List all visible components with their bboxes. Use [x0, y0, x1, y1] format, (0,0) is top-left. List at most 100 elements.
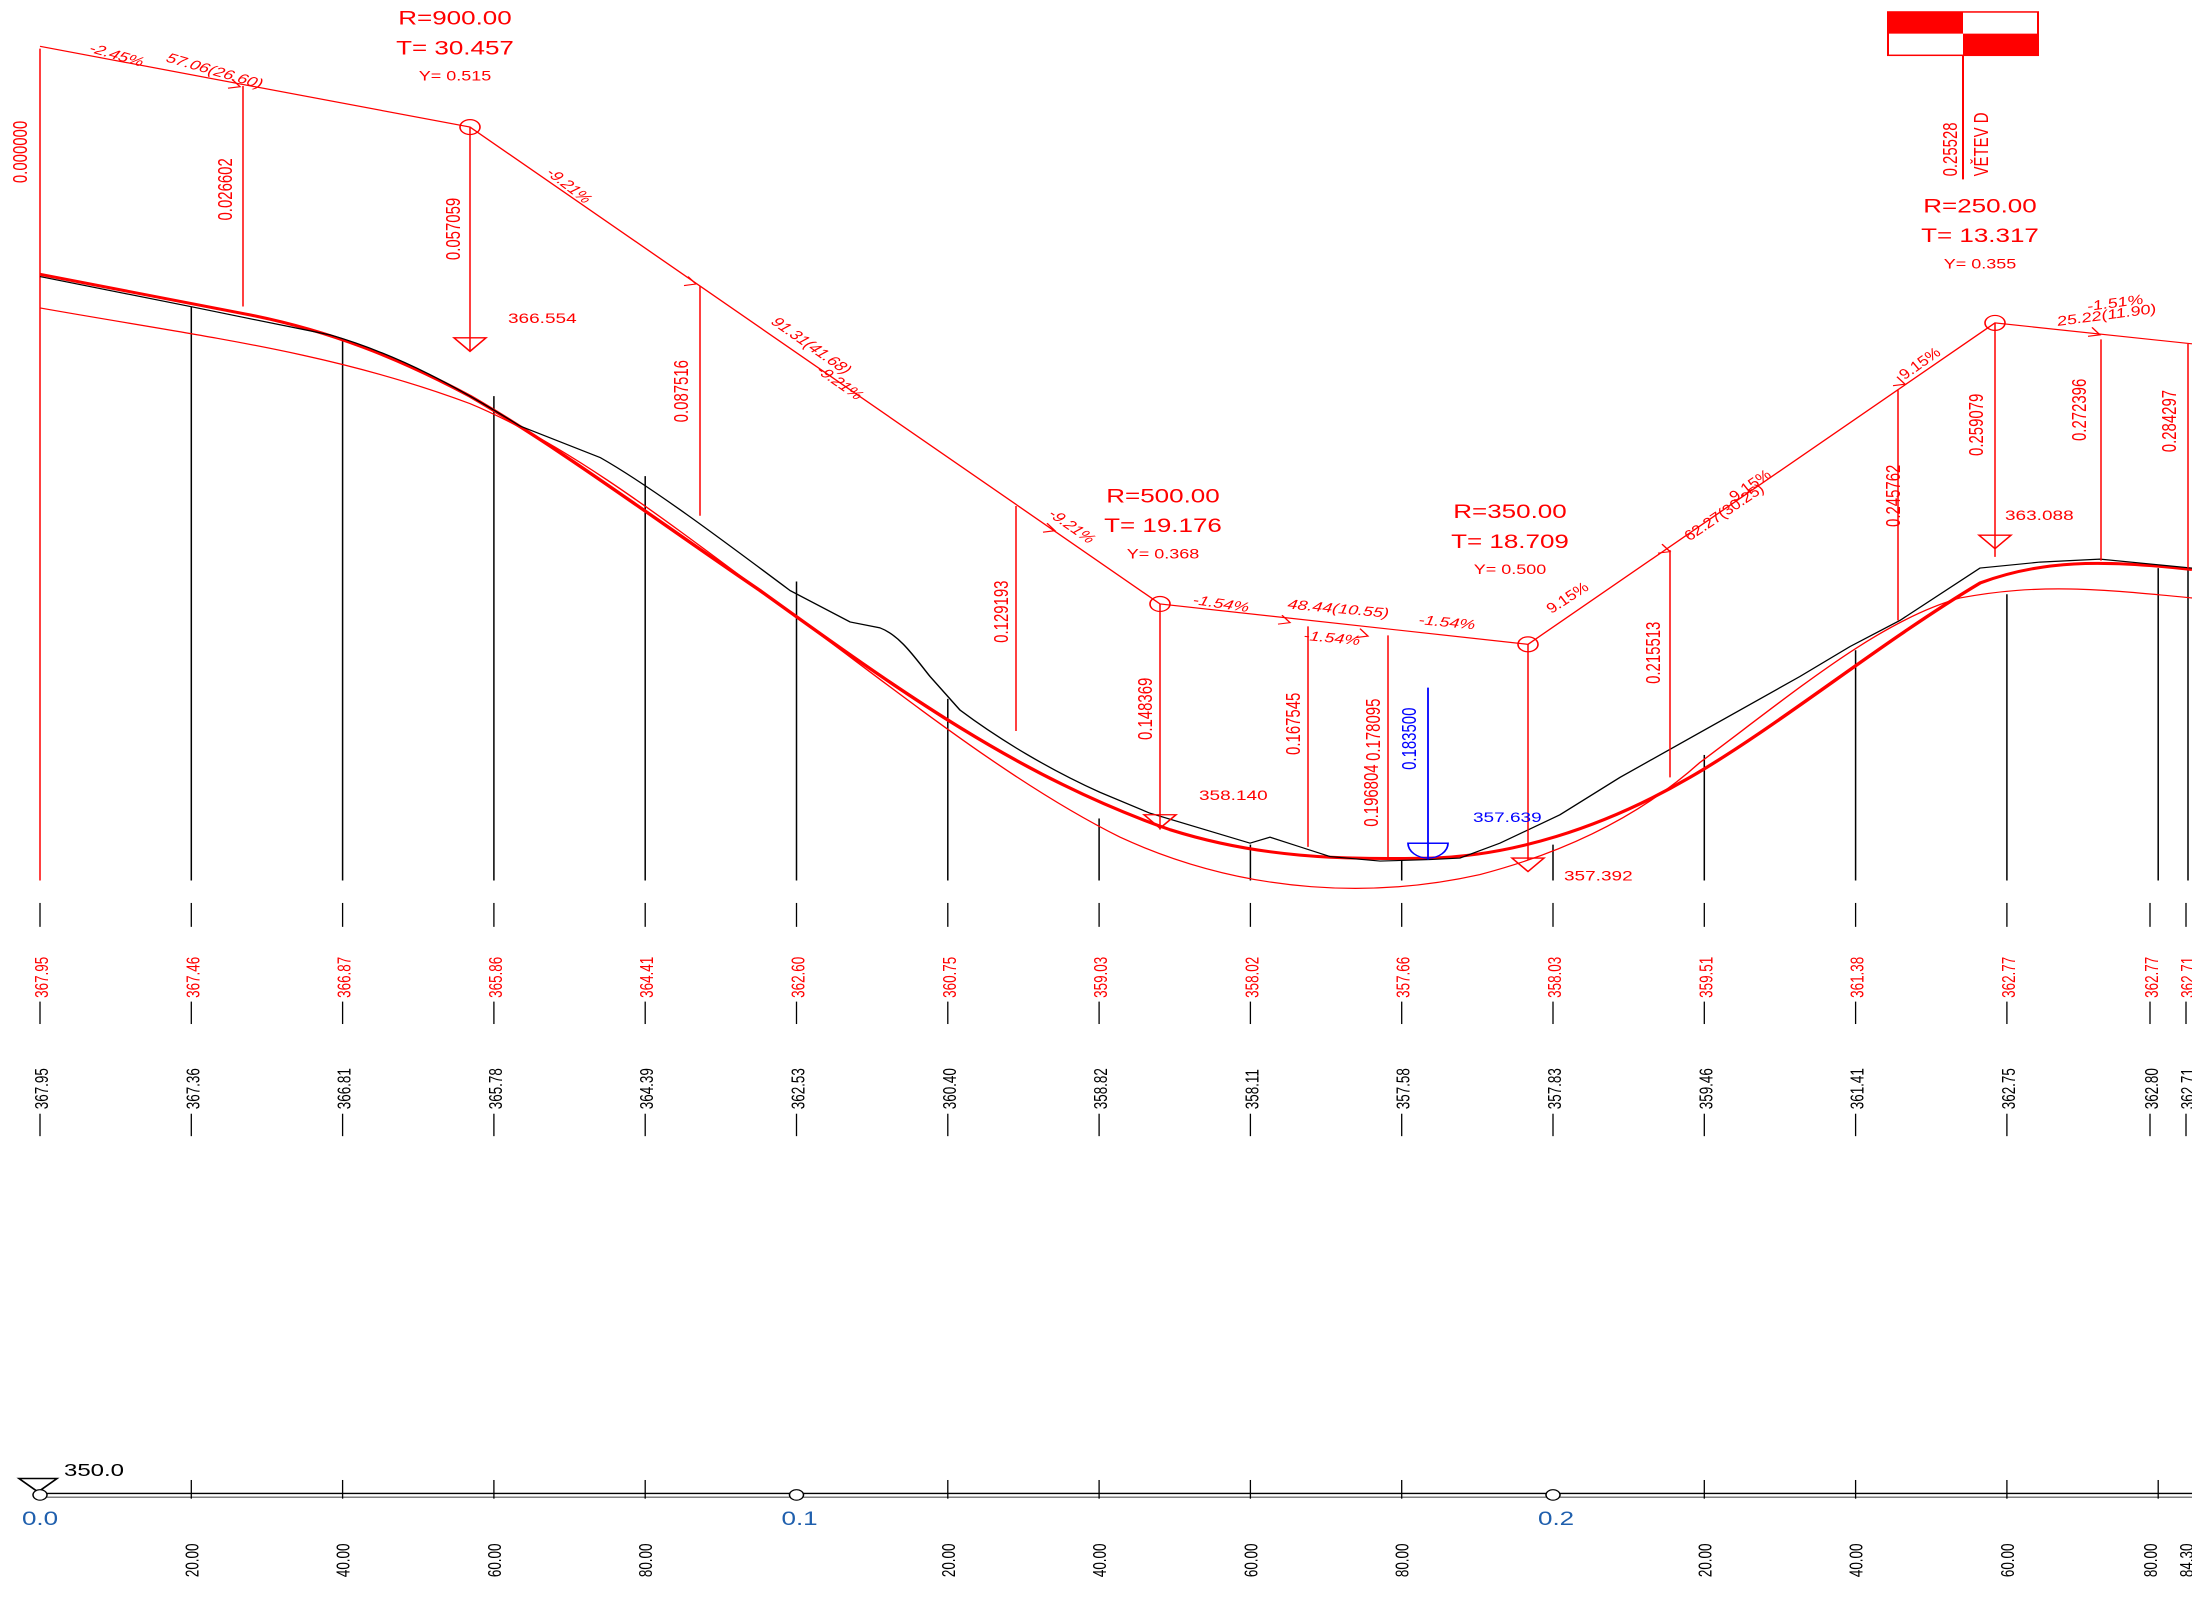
direction-arrow-icon	[1355, 628, 1370, 639]
chainage-value: 0.148369	[1134, 678, 1157, 740]
km-label: 0.0	[22, 1507, 58, 1529]
datum-marker: 350.0	[16, 1461, 124, 1493]
chainage-value: 0.284297	[2158, 390, 2181, 452]
chainage-value: 0.087516	[670, 360, 693, 422]
curve-radius: R=900.00	[398, 7, 511, 29]
branch-flag: 0.25528 VĚTEV D	[1887, 11, 2039, 180]
chainage-value: 0.196804	[1360, 764, 1383, 826]
terrain-elevation: 366.81	[336, 1068, 355, 1109]
curve-ordinate: Y= 0.355	[1944, 257, 2017, 271]
curve-tangent: T= 30.457	[396, 37, 514, 59]
chainage-value: 0.215513	[1642, 621, 1665, 683]
curve-radius: R=500.00	[1106, 485, 1219, 507]
design-elevation: 364.41	[638, 957, 657, 998]
chainage-value: 0.129193	[990, 580, 1013, 642]
datum-label: 350.0	[64, 1461, 124, 1480]
terrain-elevation: 359.46	[1698, 1068, 1717, 1109]
grade-ordinate-lines	[242, 85, 2189, 860]
direction-arrow-icon	[1277, 614, 1292, 625]
elevation-value-blue: 357.639	[1473, 810, 1542, 826]
vertex-elevation-triangle-icon	[1509, 857, 1547, 873]
station-label: 40.00	[1848, 1543, 1867, 1577]
flag-cell-top-left	[1888, 11, 1963, 34]
flag-cell-bottom-right	[1963, 33, 2038, 56]
station-label: 40.00	[1091, 1543, 1110, 1577]
terrain-elevation: 362.71	[2179, 1068, 2192, 1109]
km-marker-icon	[32, 1489, 48, 1501]
direction-arrow-icon	[2087, 327, 2102, 337]
curve-tangent: T= 13.317	[1921, 224, 2039, 246]
design-elevation: 359.51	[1698, 957, 1717, 998]
design-elevation: 367.46	[185, 957, 204, 998]
terrain-elevation: 365.78	[487, 1068, 506, 1109]
stationing-axis: 0.0 0.1 0.2 20.00 40.00 60.00 80.00 20.00 40.00 6…	[22, 1479, 2192, 1577]
terrain-elevation: 362.53	[790, 1068, 809, 1109]
terrain-elevation: 358.11	[1244, 1069, 1263, 1109]
design-elevation: 358.02	[1244, 957, 1263, 998]
direction-arrow-icon	[1892, 376, 1907, 387]
chainage-value: 0.178095	[1362, 698, 1385, 760]
chainage-value-blue: 0.183500	[1398, 707, 1421, 769]
curve-ordinate: Y= 0.368	[1127, 547, 1200, 561]
station-label: 60.00	[1999, 1543, 2018, 1577]
design-elevation: 362.77	[2000, 957, 2019, 998]
chainage-value: 0.057059	[442, 198, 465, 260]
design-elevation: 362.77	[2143, 957, 2162, 998]
terrain-elevation: 364.39	[638, 1068, 657, 1109]
terrain-elevation: 362.80	[2143, 1068, 2162, 1109]
station-label: 80.00	[1394, 1543, 1413, 1577]
curve-ordinate: Y= 0.500	[1474, 563, 1547, 577]
terrain-elevation: 367.36	[185, 1068, 204, 1109]
terrain-line	[39, 275, 2192, 862]
elevation-bands: 367.95 367.95 367.46 367.36 366.87 366.81 365.…	[33, 902, 2192, 1137]
direction-arrow-icon	[227, 78, 242, 89]
tangent-polyline	[39, 45, 2192, 645]
station-label: 80.00	[637, 1543, 656, 1577]
curve-radius: R=350.00	[1453, 500, 1566, 522]
elevation-value: 357.392	[1564, 868, 1633, 884]
km-marker-icon	[1545, 1489, 1561, 1501]
symbols	[451, 337, 2014, 873]
design-elevation: 365.86	[487, 957, 506, 998]
vertex-elevation-triangle-icon	[1976, 534, 2014, 550]
station-label: 80.00	[2142, 1543, 2161, 1577]
terrain-elevation: 358.82	[1092, 1068, 1111, 1109]
design-elevation: 358.03	[1546, 957, 1565, 998]
offset-edge-line	[39, 307, 2192, 889]
km-label: 0.2	[1538, 1507, 1574, 1529]
branch-label: VĚTEV D	[1969, 112, 1993, 176]
design-elevation: 359.03	[1092, 957, 1111, 998]
km-label: 0.1	[782, 1507, 818, 1529]
drawing-background	[0, 0, 2192, 1212]
terrain-elevation: 357.58	[1395, 1068, 1414, 1109]
design-elevation: 361.38	[1849, 957, 1868, 998]
elevation-value: 363.088	[2005, 508, 2074, 524]
km-marker-icon	[788, 1489, 805, 1501]
chainage-value: 0.245762	[1882, 465, 1905, 527]
chainage-value: 0.272396	[2068, 379, 2091, 441]
station-label: 60.00	[1243, 1543, 1262, 1577]
station-label: 20.00	[940, 1543, 959, 1577]
design-elevation: 362.60	[790, 957, 809, 998]
terrain-elevation: 357.83	[1546, 1068, 1565, 1109]
vertex-elevation-triangle-icon	[451, 337, 489, 353]
direction-arrow-icon	[683, 276, 698, 287]
elevation-value: 358.140	[1199, 787, 1268, 803]
design-elevation: 366.87	[336, 957, 355, 998]
chainage-value: 0.167545	[1282, 692, 1305, 754]
design-elevation: 360.75	[941, 957, 960, 998]
curve-tangent: T= 18.709	[1451, 530, 1569, 552]
tangent-polygon	[39, 45, 2192, 653]
station-label: 40.00	[335, 1543, 354, 1577]
direction-arrow-icon	[1042, 522, 1057, 533]
datum-triangle-icon	[16, 1477, 60, 1493]
station-label: 20.00	[184, 1543, 203, 1577]
design-elevation: 357.66	[1395, 957, 1414, 998]
terrain-elevation: 367.95	[33, 1068, 52, 1109]
vertex-elevation-triangle-icon	[1141, 814, 1179, 830]
station-label: 84.30	[2178, 1543, 2192, 1577]
station-label: 20.00	[1697, 1543, 1716, 1577]
station-ordinate-lines	[39, 48, 2189, 881]
curve-tangent: T= 19.176	[1104, 514, 1222, 536]
low-point-marker-icon	[1407, 842, 1449, 859]
